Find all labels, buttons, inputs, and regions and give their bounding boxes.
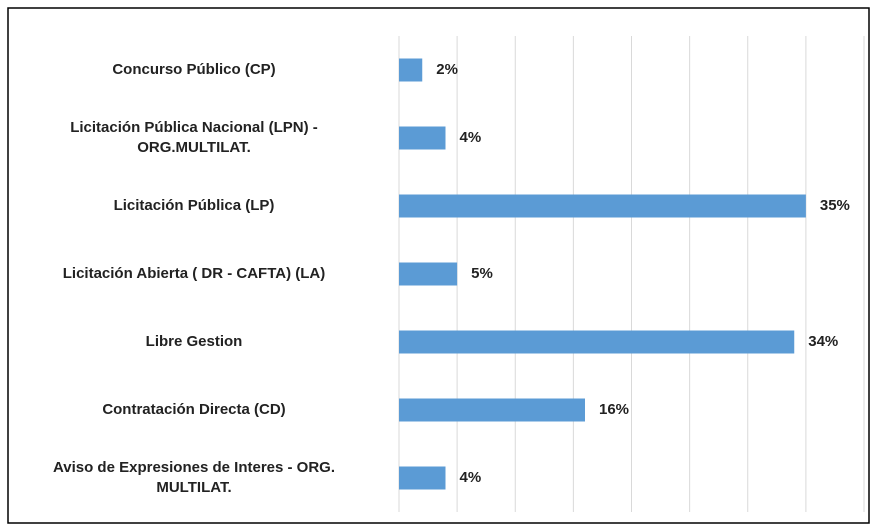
value-label: 35% (819, 197, 850, 214)
category-label: Licitación Abierta ( DR - CAFTA) (LA) (62, 265, 326, 282)
category-label: Libre Gestion (145, 333, 243, 350)
value-label: 34% (808, 333, 839, 350)
bar (399, 194, 806, 218)
bar (399, 466, 446, 490)
value-label: 2% (436, 61, 458, 78)
bar (399, 126, 446, 150)
category-label: Aviso de Expresiones de Interes - ORG. M… (52, 459, 336, 496)
value-label: 16% (599, 401, 630, 418)
value-label: 5% (471, 265, 493, 282)
category-label: Concurso Público (CP) (112, 61, 276, 78)
category-label: Licitación Pública (LP) (113, 197, 275, 214)
category-label: Contratación Directa (CD) (102, 401, 286, 418)
value-label: 4% (459, 129, 482, 146)
bar (399, 330, 795, 354)
category-label: Licitación Pública Nacional (LPN) - ORG.… (70, 119, 318, 156)
value-label: 4% (459, 469, 482, 486)
bar (399, 398, 585, 422)
bar (399, 58, 423, 82)
bar (399, 262, 458, 286)
